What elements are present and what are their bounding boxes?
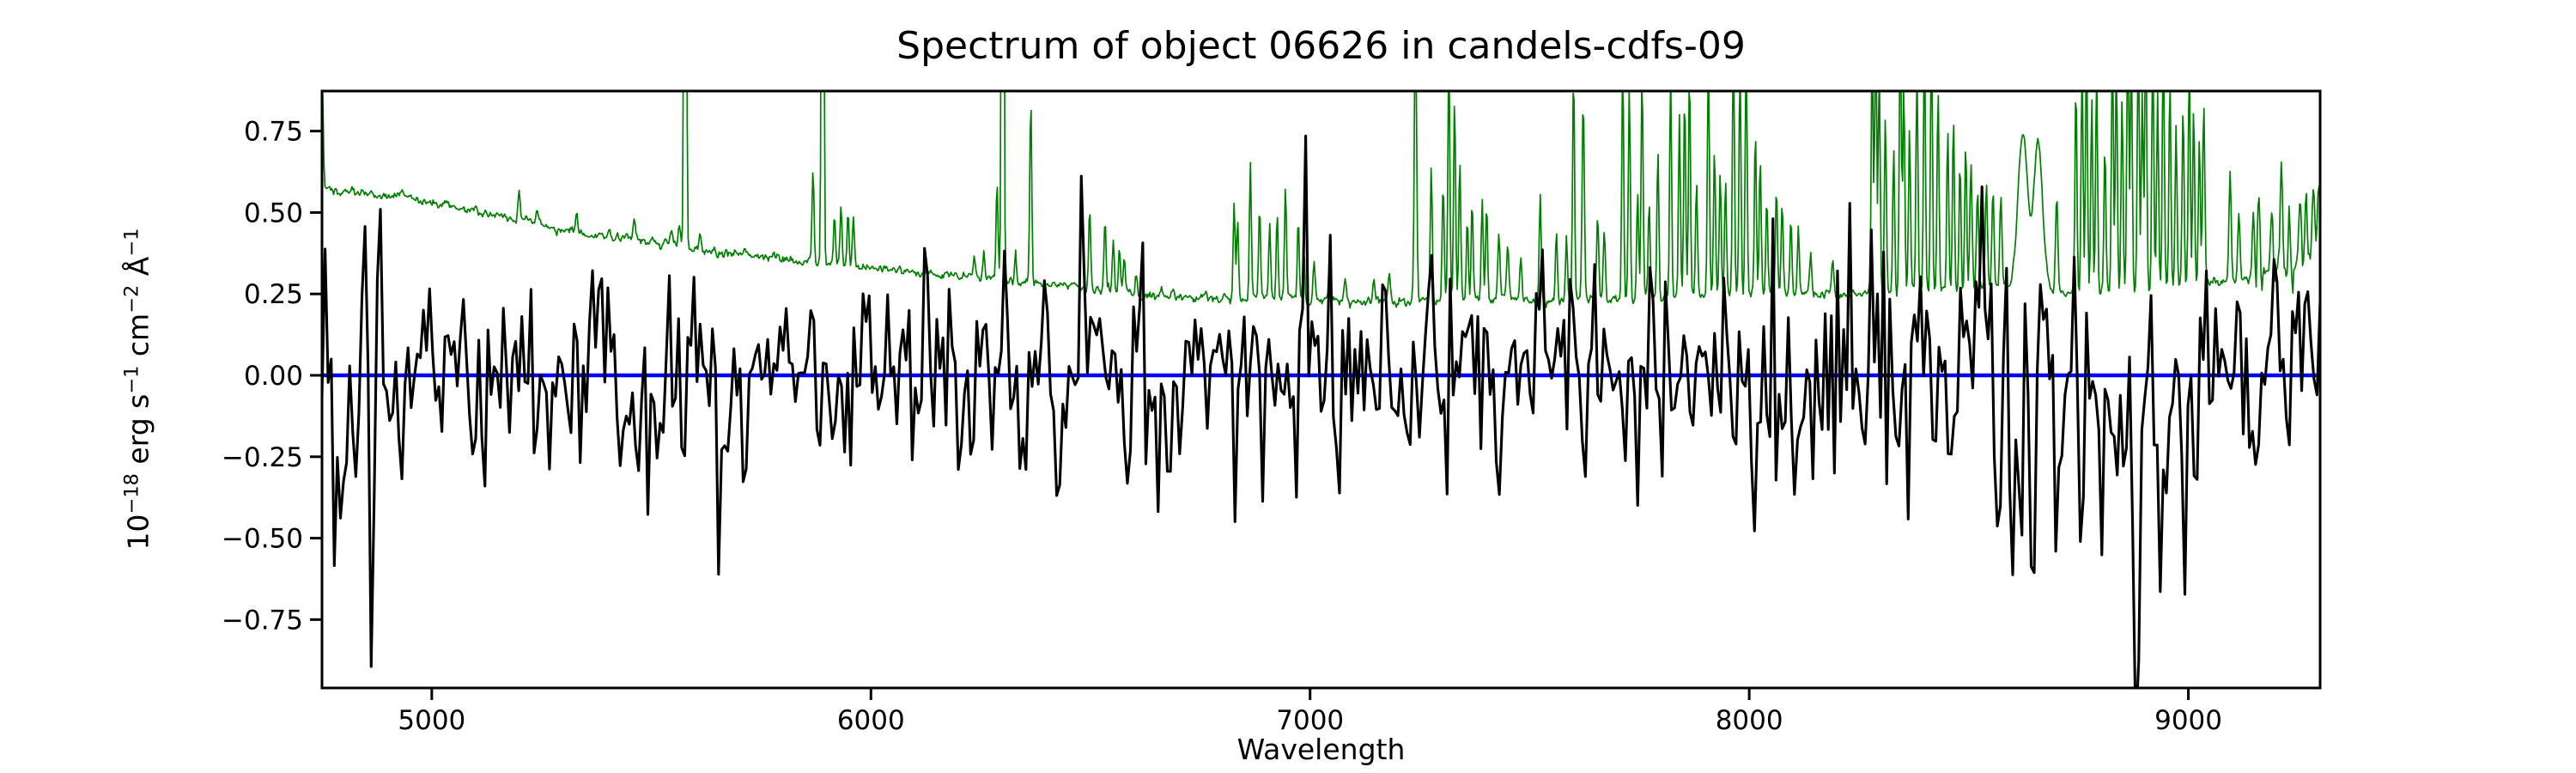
x-tick-label: 5000 (398, 705, 465, 736)
y-axis-label-part: erg s (121, 393, 155, 474)
plot-title: Spectrum of object 06626 in candels-cdfs… (896, 24, 1746, 68)
y-tick-label: −0.50 (222, 524, 303, 555)
y-axis-label-part: −1 (120, 365, 143, 394)
y-tick-label: −0.75 (222, 605, 303, 636)
y-axis-label-part: −2 (120, 284, 143, 313)
y-axis-label-part: −1 (120, 228, 143, 257)
x-tick-label: 8000 (1716, 705, 1783, 736)
x-tick-label: 6000 (837, 705, 905, 736)
series-path-sky-noise-spectrum (322, 91, 2320, 309)
y-tick-label: 0.00 (244, 361, 303, 392)
x-axis-label: Wavelength (1236, 733, 1406, 766)
x-tick-label: 9000 (2154, 705, 2222, 736)
y-tick-label: −0.25 (222, 442, 303, 473)
y-tick-label: 0.25 (244, 279, 303, 310)
axes-spines (320, 89, 2322, 690)
series-path-object-flux-spectrum (322, 134, 2320, 688)
y-axis-label-part: 10 (121, 514, 155, 551)
y-axis-label: 10−18 erg s−1 cm−2 Å−1 (120, 228, 155, 551)
x-tick-label: 7000 (1276, 705, 1344, 736)
y-axis-label-part: cm (121, 313, 155, 366)
y-axis-label-part: Å (121, 256, 155, 285)
series-group (322, 91, 2320, 688)
y-tick-label: 0.75 (244, 117, 303, 148)
y-tick-label: 0.50 (244, 198, 303, 228)
y-axis-label-part: −18 (120, 473, 143, 514)
